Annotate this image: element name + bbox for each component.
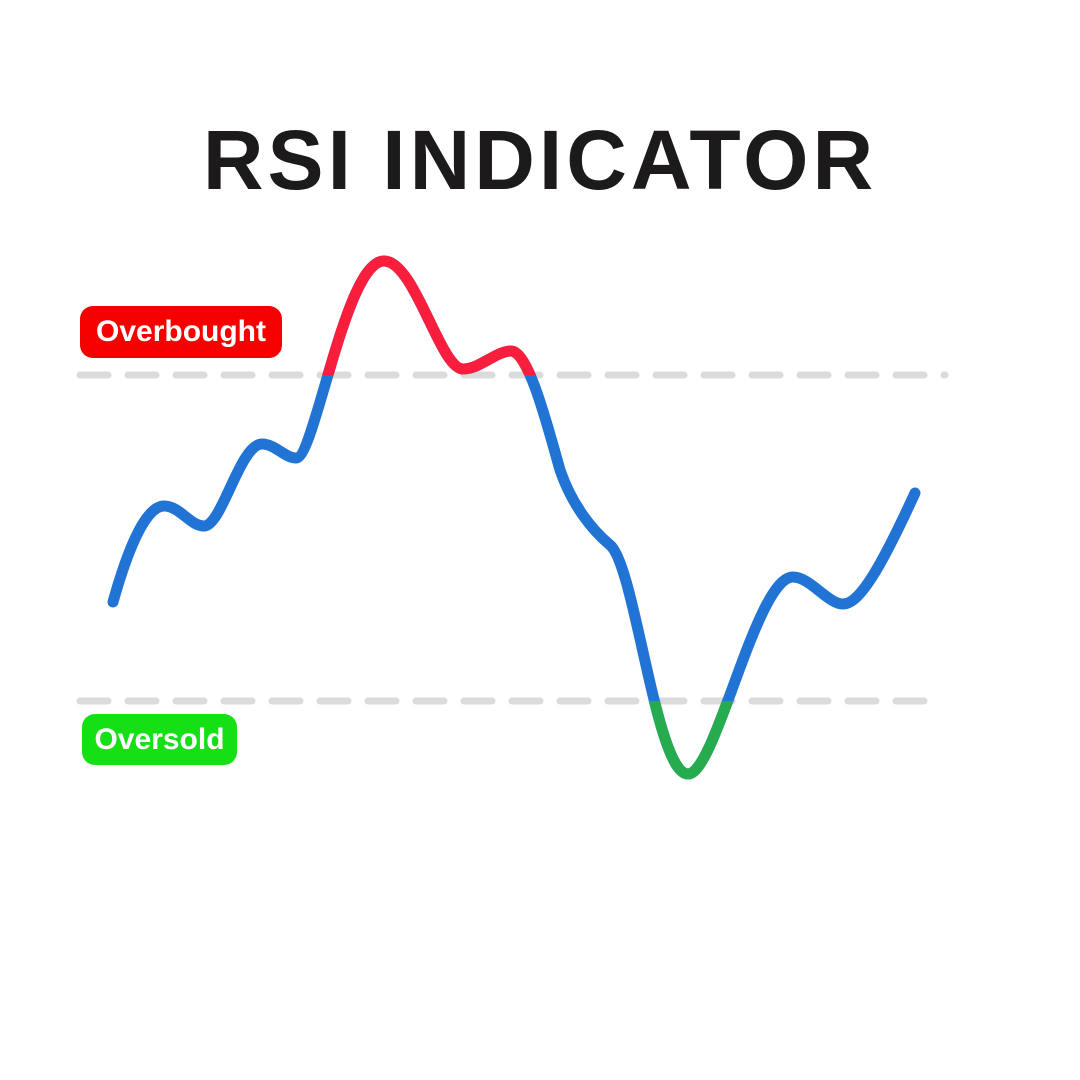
overbought-badge: Overbought bbox=[80, 306, 282, 358]
overbought-badge-label: Overbought bbox=[96, 315, 266, 348]
oversold-badge-label: Oversold bbox=[94, 722, 225, 756]
oversold-badge: Oversold bbox=[82, 714, 237, 765]
page-title: RSI INDICATOR bbox=[202, 113, 878, 207]
rsi-line-overbought-segment bbox=[322, 255, 536, 375]
